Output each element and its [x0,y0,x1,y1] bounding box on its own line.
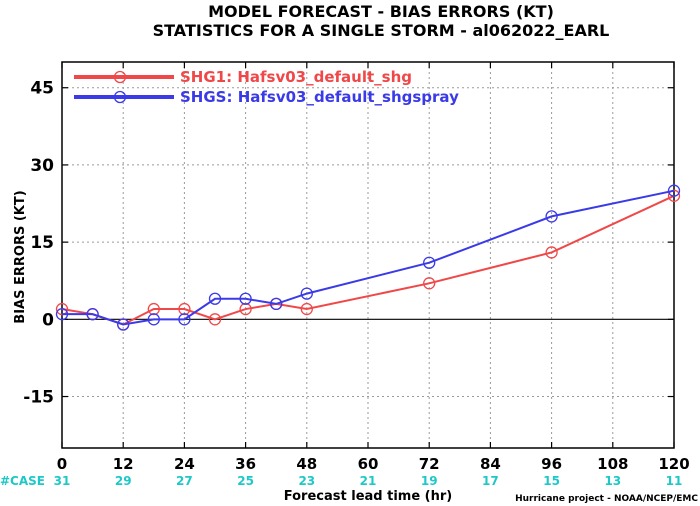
y-tick-label: 15 [30,233,54,253]
series-2-point [147,313,160,326]
series-2-point [208,292,222,305]
y-tick-label: -15 [23,388,54,408]
y-axis-label: BIAS ERRORS (KT) [13,190,28,323]
legend-marker [113,70,127,84]
x-tick-label: 24 [174,455,195,473]
grid-lines [62,62,674,448]
y-tick-label: 0 [42,310,54,330]
series-1-point [545,246,558,259]
case-count: 23 [298,474,315,488]
credit-text: Hurricane project - NOAA/NCEP/EMC [515,494,698,504]
series-1-point [178,302,191,316]
series-2-point [86,308,99,321]
series-2-point [55,308,69,321]
series-2-point [178,313,191,326]
series-1-point [208,313,222,326]
chart-subtitle: STATISTICS FOR A SINGLE STORM - al062022… [153,21,610,40]
series-2-point [117,318,130,331]
case-count: 11 [666,474,683,488]
series-2-point [545,210,558,223]
case-count: 27 [176,474,193,488]
x-tick-label: 36 [235,455,256,473]
series-2-point [239,292,252,305]
series-layer [55,184,681,331]
case-label: #CASE [0,474,45,488]
legend: SHG1: Hafsv03_default_shg SHGS: Hafsv03_d… [74,68,459,106]
case-counts: #CASE 31 29 27 25 23 21 19 17 15 13 11 [0,474,682,488]
x-tick-label: 60 [358,455,379,473]
x-tick-label: 120 [658,455,689,473]
series-1-point [147,302,160,316]
x-tick-label: 96 [541,455,562,473]
y-tick-label: 45 [30,79,54,99]
case-count: 29 [115,474,132,488]
series-1-point [239,302,252,316]
case-count: 21 [360,474,377,488]
x-tick-label: 12 [113,455,134,473]
x-axis-ticks: 0 12 24 36 48 60 72 84 96 108 120 [57,62,690,473]
series-2-point [300,287,313,300]
x-tick-label: 72 [419,455,440,473]
chart-title: MODEL FORECAST - BIAS ERRORS (KT) [208,2,554,21]
x-tick-label: 0 [57,455,67,473]
x-tick-label: 108 [597,455,628,473]
y-tick-label: 30 [30,156,54,176]
case-count: 19 [421,474,438,488]
case-count: 25 [237,474,254,488]
legend-marker [113,90,127,104]
x-axis-label: Forecast lead time (hr) [284,489,452,504]
case-count: 17 [482,474,499,488]
case-count: 31 [54,474,71,488]
x-tick-label: 48 [296,455,317,473]
case-count: 13 [604,474,621,488]
series-2-point [423,256,436,269]
series-2-point [667,184,681,197]
x-tick-label: 84 [480,455,501,473]
series-2-point [270,297,283,311]
series-1-point [300,302,313,316]
series-1-point [423,277,436,290]
y-axis-ticks: -15 0 15 30 45 [23,79,674,408]
case-count: 15 [543,474,560,488]
legend-label: SHG1: Hafsv03_default_shg [180,68,412,86]
plot-frame [61,61,675,449]
legend-label: SHGS: Hafsv03_default_shgspray [180,88,459,106]
series-1-point [667,189,681,202]
